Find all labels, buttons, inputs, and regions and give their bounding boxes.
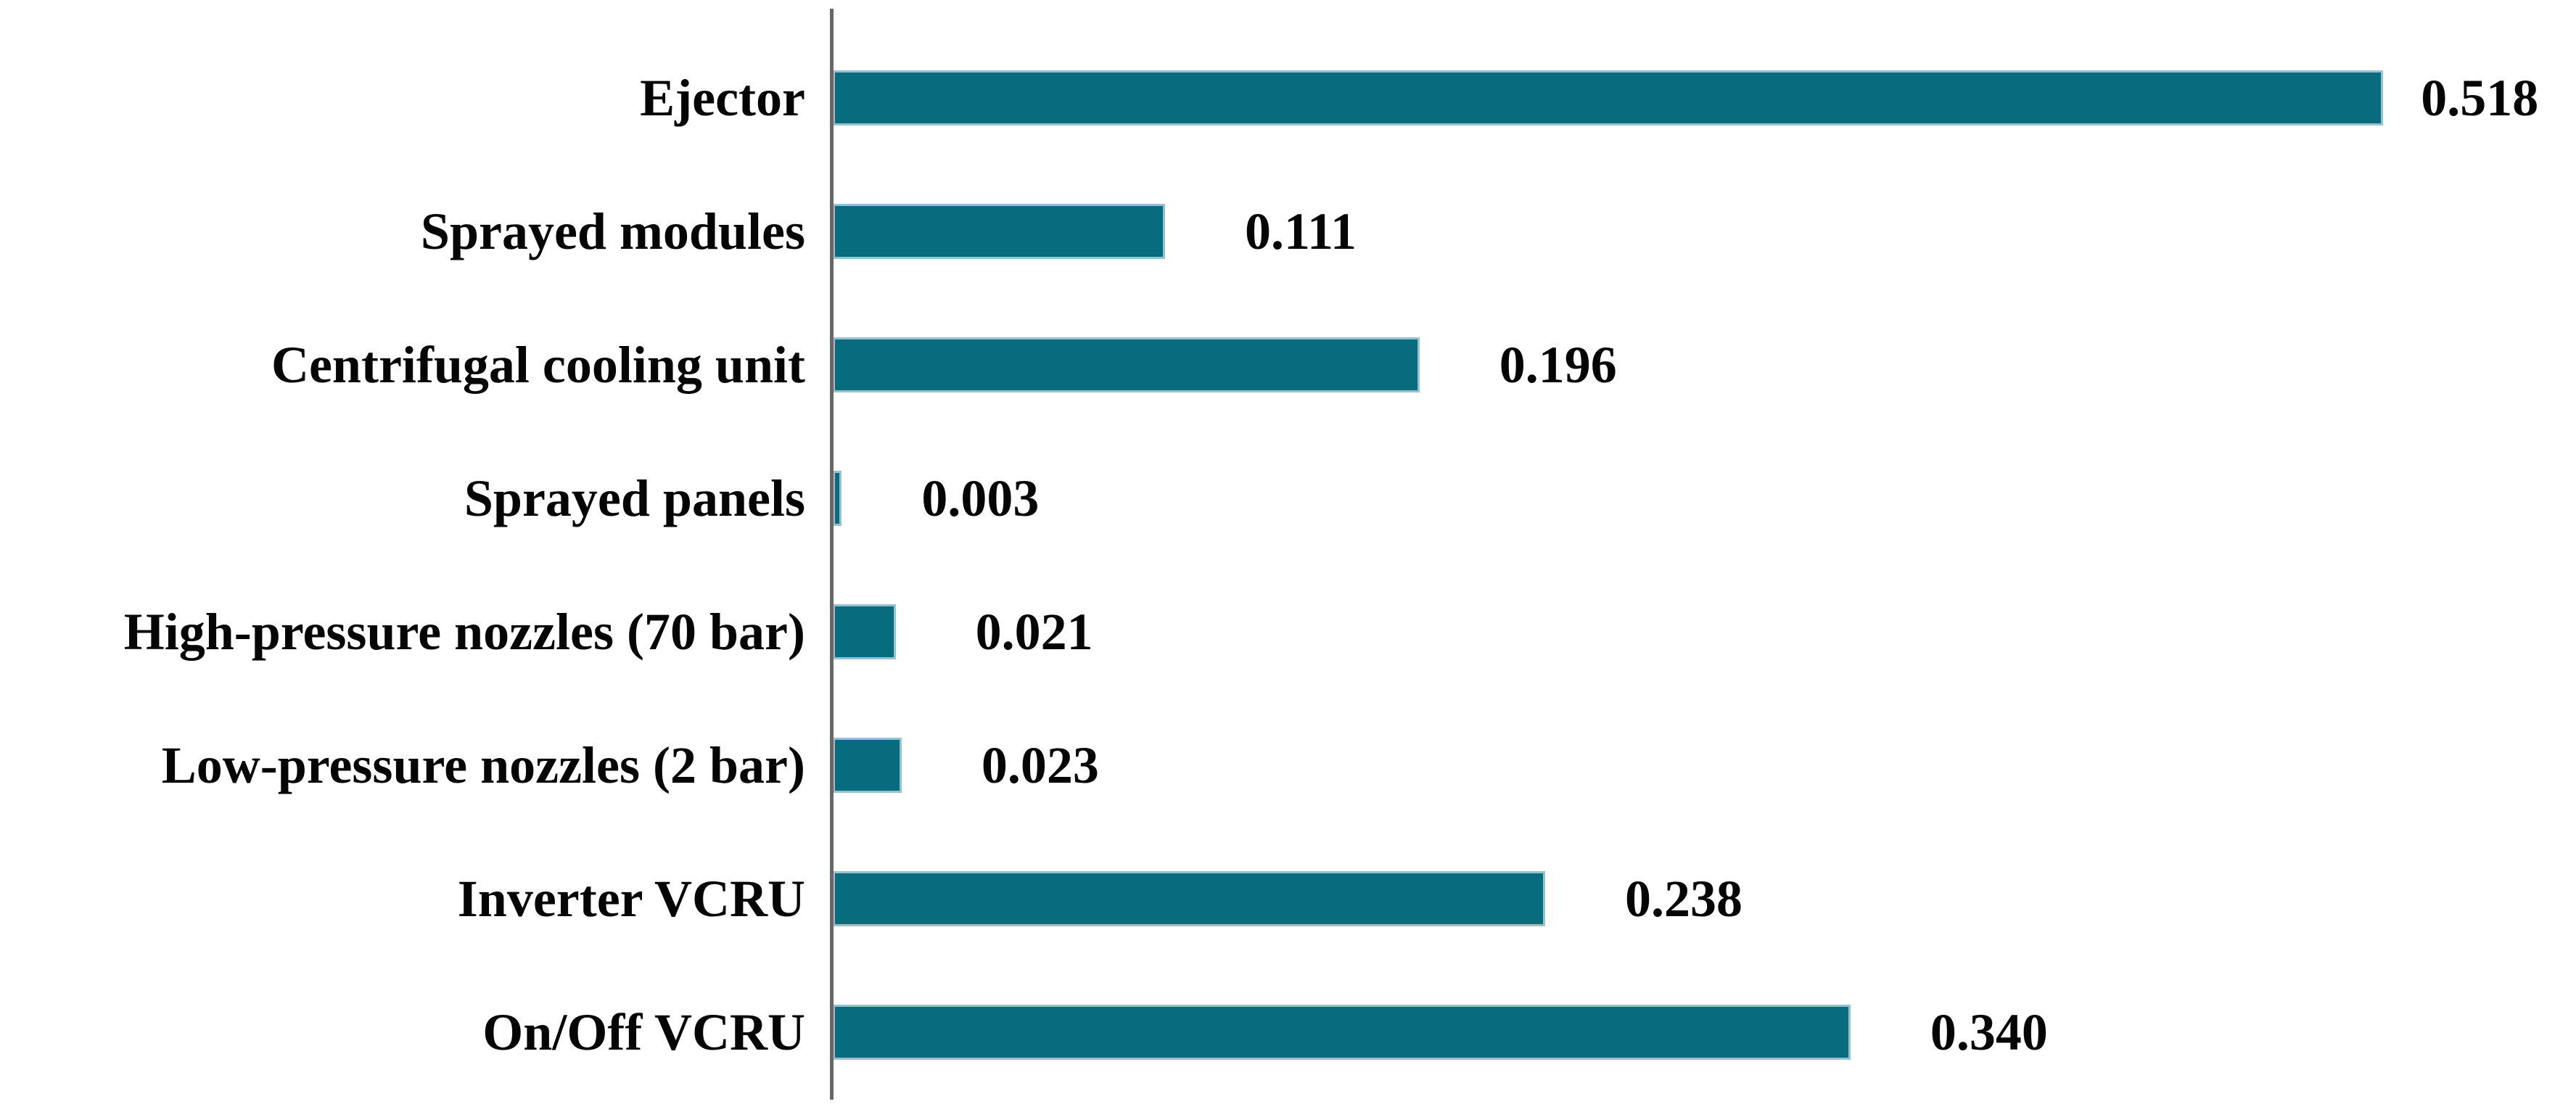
- bar-row: Ejector 0.518: [0, 31, 2576, 165]
- bar-area: 0.021: [833, 565, 2576, 699]
- bar-row: On/Off VCRU 0.340: [0, 965, 2576, 1099]
- bar-area: 0.023: [833, 699, 2576, 832]
- value-label: 0.340: [1930, 1003, 2048, 1061]
- value-label: 0.196: [1499, 336, 1617, 394]
- value-label: 0.111: [1244, 202, 1357, 260]
- bar: [833, 337, 1420, 392]
- bar-row: Centrifugal cooling unit 0.196: [0, 298, 2576, 432]
- category-label: Low-pressure nozzles (2 bar): [161, 736, 805, 794]
- category-label: On/Off VCRU: [482, 1003, 805, 1061]
- bar: [833, 70, 2384, 125]
- value-label: 0.003: [921, 469, 1040, 527]
- bar-row: Low-pressure nozzles (2 bar) 0.023: [0, 699, 2576, 832]
- bar-area: 0.003: [833, 432, 2576, 565]
- bar-row: Inverter VCRU 0.238: [0, 832, 2576, 965]
- bar-row: Sprayed modules 0.111: [0, 165, 2576, 298]
- value-label: 0.021: [975, 603, 1093, 661]
- bar: [833, 204, 1165, 259]
- category-label: Centrifugal cooling unit: [271, 336, 805, 394]
- chart-rows: Ejector 0.518 Sprayed modules 0.111 Centrifu…: [0, 31, 2576, 1099]
- bar-area: 0.196: [833, 298, 2576, 432]
- bar: [833, 871, 1545, 926]
- value-label: 0.238: [1624, 870, 1742, 928]
- bar: [833, 738, 902, 793]
- bar-area: 0.340: [833, 965, 2576, 1099]
- bar-row: High-pressure nozzles (70 bar) 0.021: [0, 565, 2576, 699]
- category-label: Ejector: [640, 69, 805, 127]
- bar-row: Sprayed panels 0.003: [0, 432, 2576, 565]
- category-label: Sprayed modules: [420, 202, 805, 260]
- y-axis-line: [830, 9, 834, 1100]
- category-label: Sprayed panels: [464, 469, 805, 527]
- bar-area: 0.518: [833, 31, 2576, 165]
- bar: [833, 1005, 1851, 1060]
- bar-area: 0.238: [833, 832, 2576, 965]
- value-label: 0.023: [981, 736, 1099, 794]
- category-label: High-pressure nozzles (70 bar): [123, 603, 805, 661]
- value-label: 0.518: [2421, 69, 2539, 127]
- bar: [833, 471, 842, 526]
- bar: [833, 604, 896, 659]
- bar-area: 0.111: [833, 165, 2576, 298]
- category-label: Inverter VCRU: [457, 870, 805, 928]
